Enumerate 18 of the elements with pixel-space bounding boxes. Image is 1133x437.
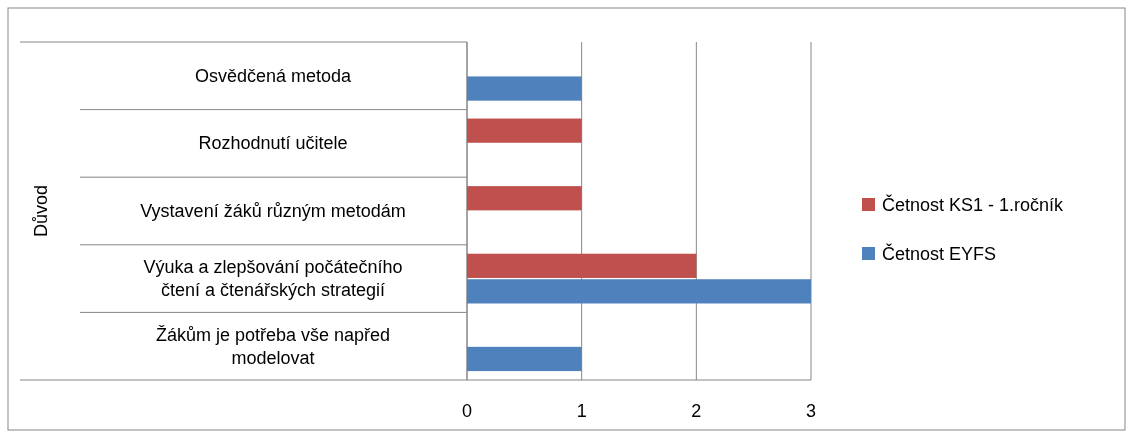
y-tick-label: Rozhodnutí učitele (198, 133, 348, 154)
legend-label: Četnost EYFS (882, 243, 997, 264)
y-tick-label: Žákům je potřeba vše napřed modelovat (155, 324, 391, 368)
bar (467, 279, 811, 304)
legend-label: Četnost KS1 - 1.ročník (882, 194, 1065, 215)
bar (467, 346, 582, 372)
x-tick-label: 3 (805, 401, 817, 421)
y-tick-label: Výuka a zlepšování počátečního čtení a čtenářských strategií (143, 257, 403, 301)
y-axis-title: Důvod (31, 184, 51, 238)
bar (467, 76, 582, 101)
x-tick-label: 0 (461, 401, 473, 421)
x-tick-label: 2 (691, 401, 702, 421)
bar (467, 186, 582, 211)
x-tick-label: 1 (576, 401, 587, 421)
y-tick-label: Osvědčená metoda (194, 65, 353, 86)
y-tick-label: Vystavení žáků různým metodám (140, 201, 406, 221)
bar (467, 118, 582, 143)
bar (467, 253, 697, 278)
